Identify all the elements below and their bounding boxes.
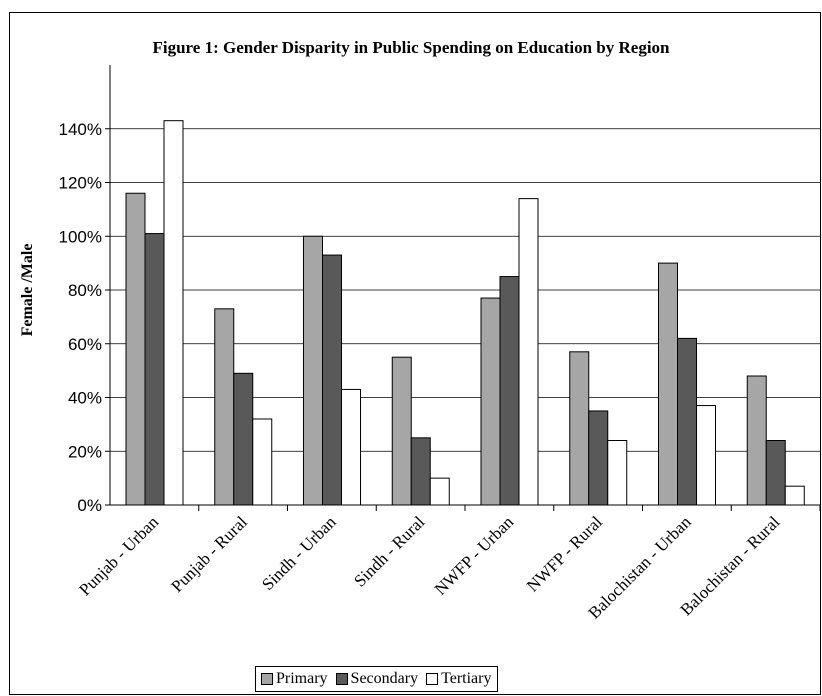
bar-tertiary [163,120,184,506]
bar-primary [658,262,678,506]
bar-secondary [677,337,697,506]
legend: Primary Secondary Tertiary [255,666,499,692]
bar-tertiary [696,405,716,506]
bar-secondary [144,233,165,506]
bar-tertiary [518,198,539,506]
bar-tertiary [341,388,361,506]
bar-tertiary [252,418,273,506]
bar-primary [125,192,146,506]
x-category-label: NWFP - Rural [523,512,606,595]
y-axis-label: Female /Male [19,244,36,337]
x-category-label: NWFP - Urban [431,512,518,599]
legend-item-primary: Primary [261,670,328,688]
x-category-label: Sindh - Urban [258,512,340,594]
bar-tertiary [429,477,450,506]
bar-primary [480,297,501,506]
bar-secondary [410,437,431,506]
bar-secondary [322,254,342,506]
y-tick-label: 60% [68,335,102,354]
y-tick-label: 80% [68,281,102,300]
bar-secondary [588,410,609,506]
legend-swatch-tertiary [426,673,439,685]
legend-item-tertiary: Tertiary [426,670,491,688]
y-tick-label: 140% [59,120,102,139]
x-category-label: Balochistan - Rural [677,512,784,619]
bar-primary [569,351,590,506]
legend-swatch-primary [261,673,273,685]
bar-primary [214,308,235,506]
legend-item-secondary: Secondary [335,670,419,688]
x-category-label: Punjab - Rural [167,512,251,596]
bar-tertiary [784,485,805,506]
bar-secondary [499,276,520,506]
y-tick-label: 20% [68,442,102,461]
legend-label-secondary: Secondary [350,670,419,687]
bar-primary [746,375,767,506]
legend-label-primary: Primary [276,670,328,687]
y-tick-label: 120% [59,174,102,193]
bar-tertiary [607,440,628,506]
legend-label-tertiary: Tertiary [441,670,492,687]
y-tick-label: 100% [59,227,102,246]
bar-secondary [233,372,254,506]
x-category-label: Sindh - Rural [350,512,428,590]
bar-secondary [765,440,786,506]
bar-primary [303,235,323,506]
y-tick-label: 0% [77,496,102,515]
y-tick-label: 40% [68,389,102,408]
chart-title: Figure 1: Gender Disparity in Public Spe… [152,38,670,57]
x-category-label: Punjab - Urban [75,512,162,599]
bar-primary [391,356,412,506]
legend-swatch-secondary [335,673,348,685]
